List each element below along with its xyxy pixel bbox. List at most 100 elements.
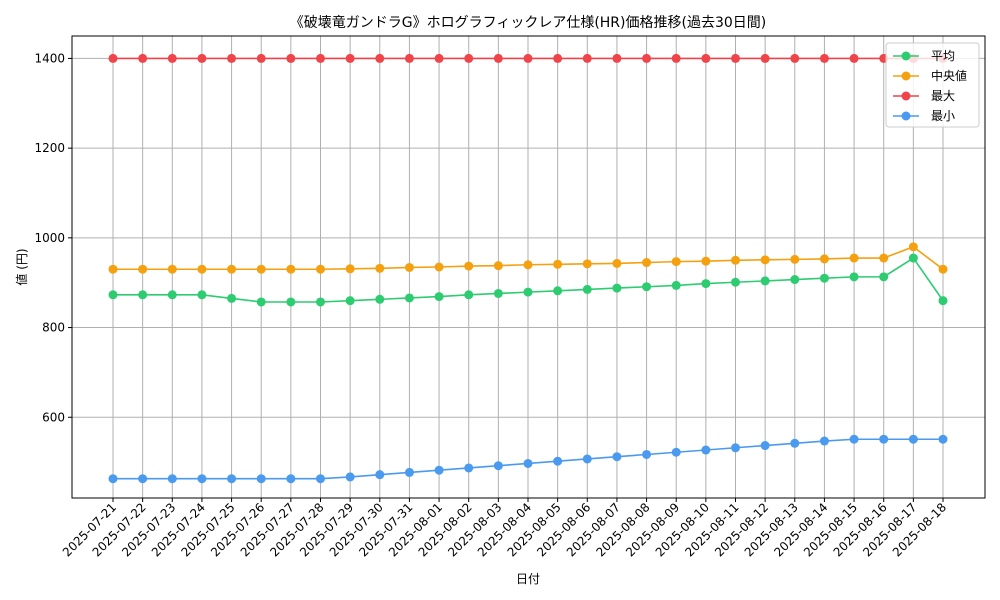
data-point — [345, 472, 355, 482]
data-point — [671, 53, 681, 63]
data-point — [404, 53, 414, 63]
y-tick-label: 600 — [42, 410, 65, 424]
data-point — [760, 276, 770, 286]
data-point — [553, 53, 563, 63]
data-point — [256, 297, 266, 307]
data-point — [464, 261, 474, 271]
data-point — [316, 297, 325, 307]
data-point — [612, 53, 622, 63]
y-axis-label: 値 (円) — [14, 248, 29, 285]
data-point — [197, 290, 207, 300]
data-point — [523, 260, 533, 270]
data-point — [849, 53, 859, 63]
data-point — [790, 438, 800, 448]
data-point — [286, 297, 296, 307]
data-point — [464, 290, 474, 300]
data-point — [523, 458, 533, 468]
y-tick-label: 800 — [42, 321, 65, 335]
data-point — [167, 474, 177, 484]
data-point — [642, 449, 652, 459]
data-point — [167, 264, 177, 274]
data-point — [227, 264, 237, 274]
data-point — [879, 434, 889, 444]
data-point — [612, 283, 622, 293]
data-point — [582, 454, 592, 464]
data-point — [671, 447, 681, 457]
data-point — [582, 259, 592, 269]
data-point — [908, 253, 918, 263]
data-point — [790, 254, 800, 264]
data-point — [404, 293, 414, 303]
data-point — [138, 53, 148, 63]
data-point — [493, 288, 503, 298]
data-point — [316, 53, 325, 63]
data-point — [819, 436, 829, 446]
data-point — [256, 474, 266, 484]
legend-label: 中央値 — [931, 68, 967, 83]
data-point — [227, 293, 237, 303]
data-point — [138, 474, 148, 484]
data-point — [849, 272, 859, 282]
y-tick-label: 1200 — [34, 141, 65, 155]
data-point — [701, 53, 711, 63]
data-point — [582, 284, 592, 294]
data-point — [286, 53, 296, 63]
data-point — [493, 261, 503, 271]
data-point — [849, 434, 859, 444]
data-point — [286, 474, 296, 484]
data-point — [760, 53, 770, 63]
data-point — [108, 264, 118, 274]
data-point — [197, 264, 207, 274]
data-point — [375, 263, 385, 273]
data-point — [464, 53, 474, 63]
data-point — [523, 53, 533, 63]
data-point — [227, 53, 237, 63]
data-point — [375, 294, 385, 304]
data-point — [434, 262, 444, 272]
data-point — [256, 53, 266, 63]
data-point — [138, 264, 148, 274]
data-point — [612, 452, 622, 462]
data-point — [404, 262, 414, 272]
chart-title: 《破壊竜ガンドラG》ホログラフィックレア仕様(HR)価格推移(過去30日間) — [290, 14, 766, 31]
data-point — [701, 256, 711, 266]
data-point — [938, 434, 948, 444]
data-point — [642, 258, 652, 268]
data-point — [256, 264, 266, 274]
legend-box — [885, 42, 980, 128]
data-point — [345, 53, 355, 63]
data-point — [434, 292, 444, 302]
data-point — [197, 474, 207, 484]
data-point — [375, 53, 385, 63]
data-point — [553, 456, 563, 466]
legend-swatch-marker — [901, 91, 911, 101]
series-最大 — [108, 53, 948, 63]
data-point — [493, 53, 503, 63]
data-point — [731, 443, 740, 453]
data-point — [908, 242, 918, 252]
y-tick-label: 1000 — [34, 231, 65, 245]
series-最小 — [108, 434, 948, 484]
data-point — [108, 53, 118, 63]
data-point — [404, 467, 414, 477]
data-point — [701, 445, 711, 455]
data-point — [167, 290, 177, 300]
data-point — [493, 461, 503, 471]
y-tick-label: 1400 — [34, 51, 65, 65]
data-point — [108, 474, 118, 484]
data-point — [582, 53, 592, 63]
legend-swatch-marker — [901, 71, 911, 81]
data-point — [701, 279, 711, 289]
data-point — [819, 53, 829, 63]
data-point — [938, 264, 948, 274]
x-axis-ticks: 2025-07-212025-07-222025-07-232025-07-24… — [60, 498, 949, 559]
data-point — [671, 257, 681, 267]
data-point — [908, 434, 918, 444]
data-point — [612, 258, 622, 268]
data-point — [760, 255, 770, 265]
legend-label: 最小 — [931, 109, 955, 123]
data-point — [553, 259, 563, 269]
data-point — [553, 286, 563, 296]
